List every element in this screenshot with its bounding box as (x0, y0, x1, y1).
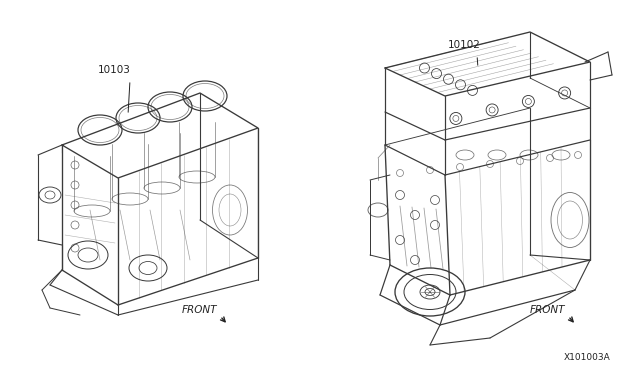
Text: 10103: 10103 (98, 65, 131, 75)
Text: X101003A: X101003A (563, 353, 610, 362)
Text: FRONT: FRONT (530, 305, 566, 315)
Text: FRONT: FRONT (182, 305, 218, 315)
Text: 10102: 10102 (448, 40, 481, 50)
